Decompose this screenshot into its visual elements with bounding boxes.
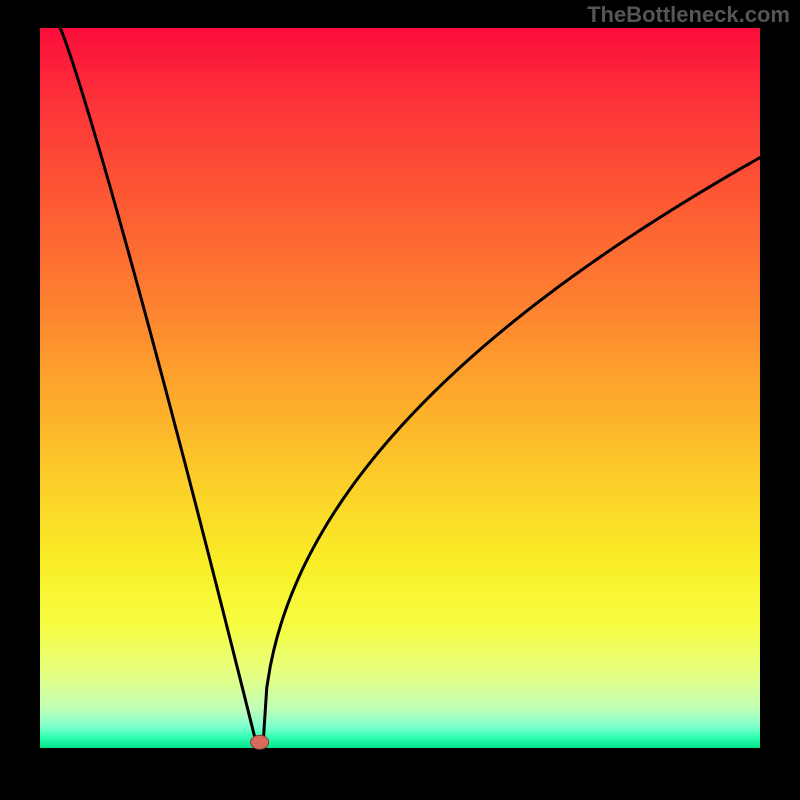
optimal-marker xyxy=(251,735,269,749)
plot-background xyxy=(40,28,760,748)
bottleneck-curve-chart xyxy=(0,0,800,800)
watermark-text: TheBottleneck.com xyxy=(587,2,790,28)
